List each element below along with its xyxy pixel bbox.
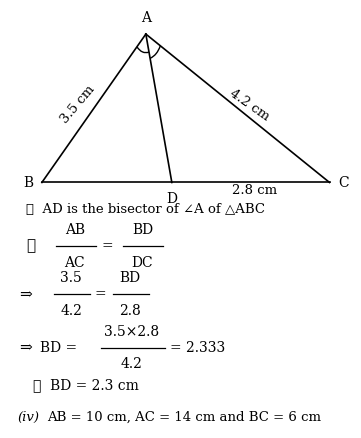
Text: 3.5: 3.5 (60, 271, 82, 285)
Text: 4.2 cm: 4.2 cm (227, 87, 272, 123)
Text: D: D (166, 191, 177, 205)
Text: AB: AB (65, 223, 85, 237)
Text: (iv): (iv) (18, 411, 40, 424)
Text: BD =: BD = (40, 341, 77, 355)
Text: C: C (338, 177, 349, 191)
Text: AB = 10 cm, AC = 14 cm and BC = 6 cm: AB = 10 cm, AC = 14 cm and BC = 6 cm (47, 411, 321, 424)
Text: BD: BD (120, 271, 141, 285)
Text: 4.2: 4.2 (60, 304, 82, 318)
Text: ∴: ∴ (26, 240, 35, 254)
Text: 3.5×2.8: 3.5×2.8 (104, 325, 160, 339)
Text: B: B (23, 177, 33, 191)
Text: 2.8: 2.8 (119, 304, 141, 318)
Text: A: A (141, 11, 151, 25)
Text: DC: DC (131, 256, 153, 270)
Text: ⇒: ⇒ (19, 341, 32, 355)
Text: =: = (102, 240, 114, 254)
Text: ∴  AD is the bisector of ∠A of △ABC: ∴ AD is the bisector of ∠A of △ABC (26, 203, 265, 216)
Text: ∴  BD = 2.3 cm: ∴ BD = 2.3 cm (33, 379, 139, 393)
Text: 3.5 cm: 3.5 cm (59, 83, 98, 126)
Text: ⇒: ⇒ (19, 287, 32, 301)
Text: 2.8 cm: 2.8 cm (232, 184, 278, 197)
Text: AC: AC (65, 256, 85, 270)
Text: BD: BD (132, 223, 153, 237)
Text: =: = (95, 287, 106, 301)
Text: = 2.333: = 2.333 (170, 341, 225, 355)
Text: 4.2: 4.2 (121, 357, 143, 371)
